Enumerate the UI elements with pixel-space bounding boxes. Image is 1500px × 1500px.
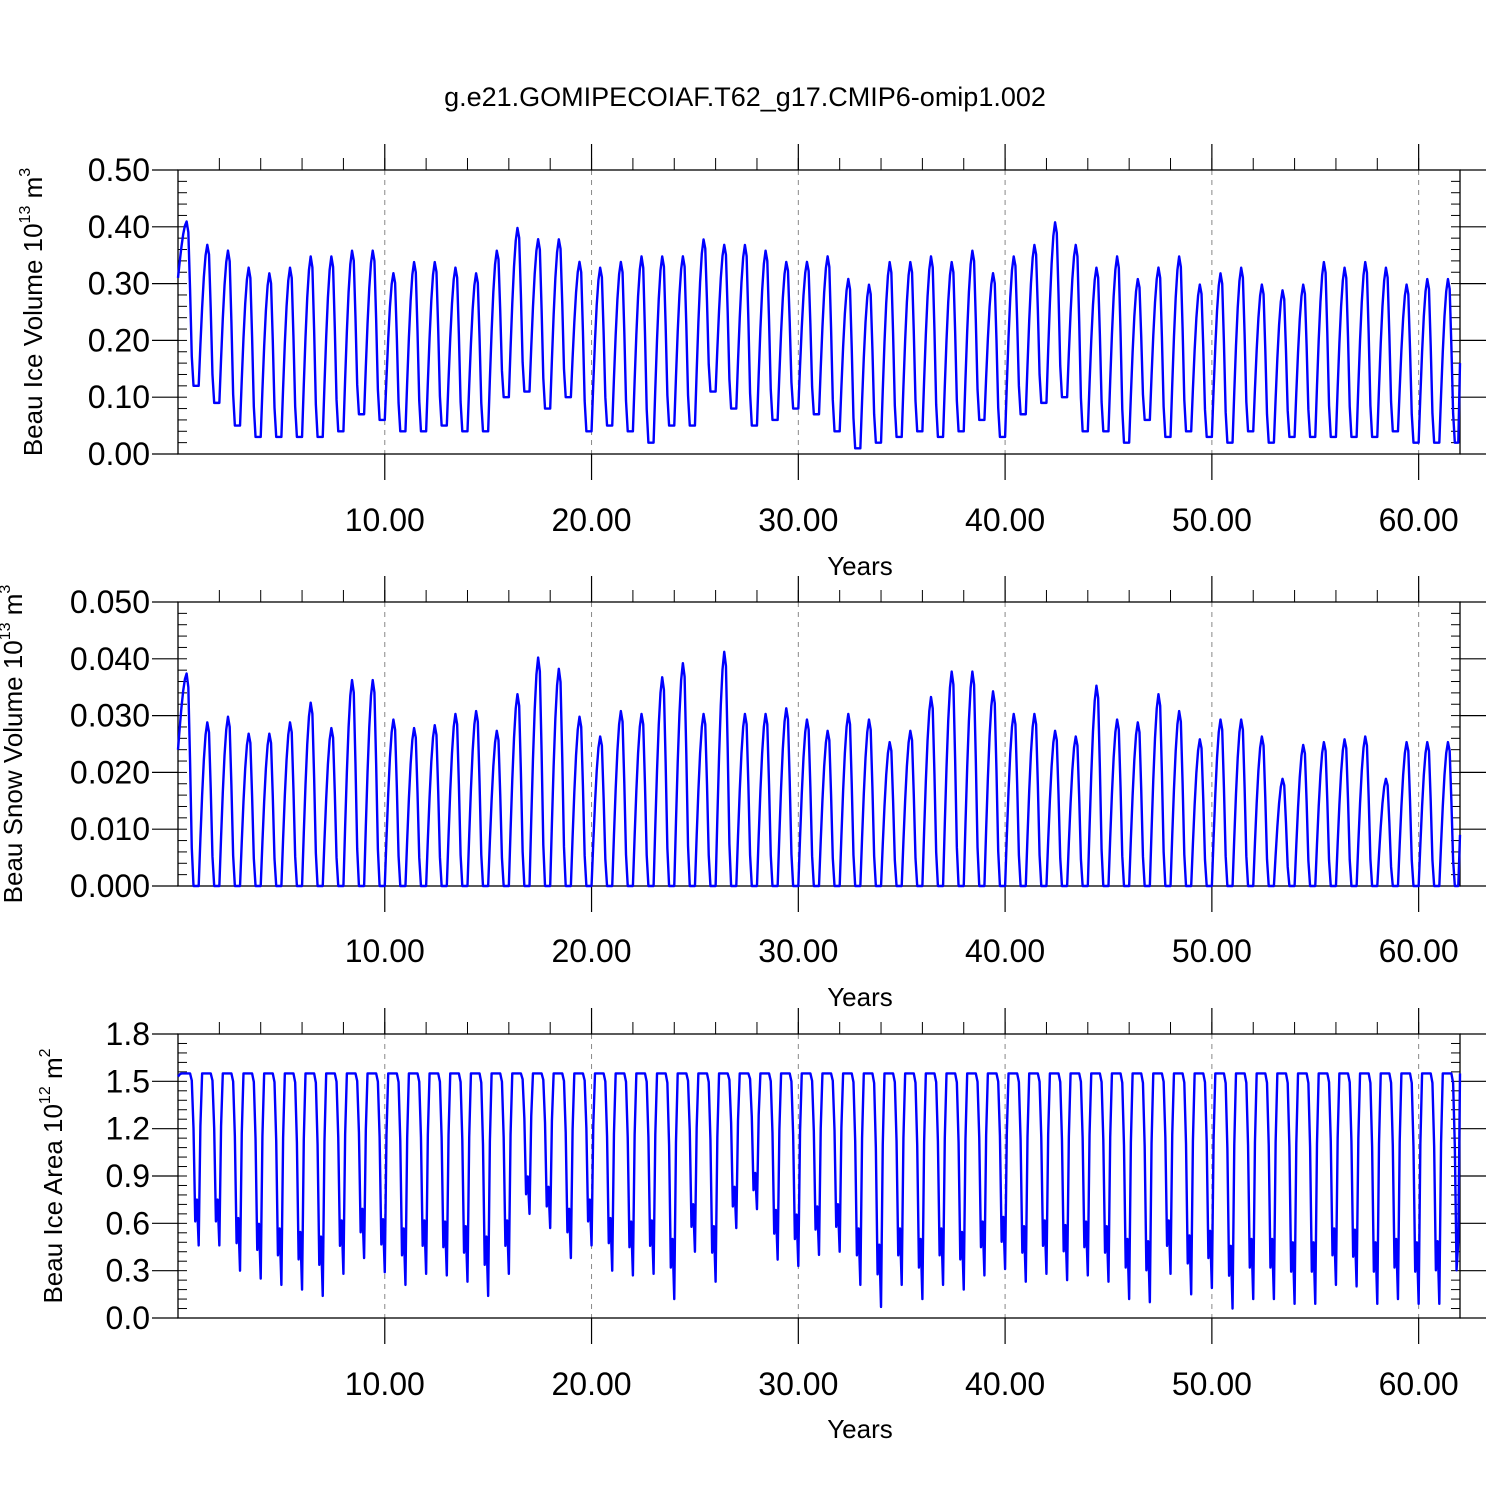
x-tick-label: 60.00: [1379, 502, 1459, 538]
y-tick-label: 0.00: [88, 436, 150, 472]
x-tick-label: 30.00: [758, 1366, 838, 1402]
y-tick-label: 0.9: [106, 1158, 150, 1194]
y-axis-label: Beau Snow Volume 1013 m3: [0, 585, 28, 904]
x-tick-label: 50.00: [1172, 502, 1252, 538]
y-tick-label: 0.040: [70, 641, 150, 677]
x-tick-label: 40.00: [965, 933, 1045, 969]
y-tick-label: 0.40: [88, 209, 150, 245]
x-tick-label: 20.00: [552, 502, 632, 538]
y-tick-label: 0.030: [70, 698, 150, 734]
x-tick-label: 50.00: [1172, 1366, 1252, 1402]
x-tick-label: 20.00: [552, 933, 632, 969]
x-tick-label: 10.00: [345, 1366, 425, 1402]
y-tick-label: 0.0: [106, 1300, 150, 1336]
x-tick-label: 60.00: [1379, 1366, 1459, 1402]
x-tick-label: 30.00: [758, 933, 838, 969]
y-axis-label: Beau Ice Area 1012 m2: [37, 1048, 68, 1303]
x-tick-label: 30.00: [758, 502, 838, 538]
panel-ice-volume: 0.00 0.10 0.20 0.30 0.40 0.50 10.00 20.00 30.00 4…: [17, 144, 1486, 581]
x-tick-label: 60.00: [1379, 933, 1459, 969]
y-tick-label: 1.2: [106, 1111, 150, 1147]
x-tick-label: 40.00: [965, 1366, 1045, 1402]
y-tick-label: 0.6: [106, 1205, 150, 1241]
y-tick-label: 0.3: [106, 1253, 150, 1289]
figure-title: g.e21.GOMIPECOIAF.T62_g17.CMIP6-omip1.00…: [444, 82, 1046, 112]
chart-panels: 0.00 0.10 0.20 0.30 0.40 0.50 10.00 20.00 30.00 4…: [0, 144, 1486, 1444]
x-tick-label: 10.00: [345, 933, 425, 969]
y-tick-label: 1.8: [106, 1016, 150, 1052]
x-tick-label: 10.00: [345, 502, 425, 538]
series-line-ice-volume: [176, 220, 1462, 450]
y-tick-label: 0.20: [88, 322, 150, 358]
y-tick-label: 0.10: [88, 379, 150, 415]
x-axis-label: Years: [827, 982, 893, 1012]
panel-ice-area: 0.0 0.3 0.6 0.9 1.2 1.5 1.8 10.00 20.00 30.00 40.0…: [37, 1008, 1486, 1444]
x-axis-label: Years: [827, 1414, 893, 1444]
x-tick-label: 20.00: [552, 1366, 632, 1402]
plot-frame: [177, 169, 1461, 455]
x-tick-label: 40.00: [965, 502, 1045, 538]
series-line-ice-area: [177, 1072, 1462, 1310]
y-tick-label: 1.5: [106, 1063, 150, 1099]
x-axis-label: Years: [827, 551, 893, 581]
y-tick-label: 0.010: [70, 811, 150, 847]
y-tick-label: 0.30: [88, 266, 150, 302]
y-axis-label: Beau Ice Volume 1013 m3: [17, 168, 48, 456]
y-tick-label: 0.50: [88, 152, 150, 188]
y-tick-label: 0.020: [70, 754, 150, 790]
y-tick-label: 0.000: [70, 868, 150, 904]
panel-snow-volume: 0.000 0.010 0.020 0.030 0.040 0.050 10.00 20.00…: [0, 576, 1486, 1012]
y-tick-label: 0.050: [70, 584, 150, 620]
series-line-snow-volume: [176, 650, 1462, 888]
x-tick-label: 50.00: [1172, 933, 1252, 969]
